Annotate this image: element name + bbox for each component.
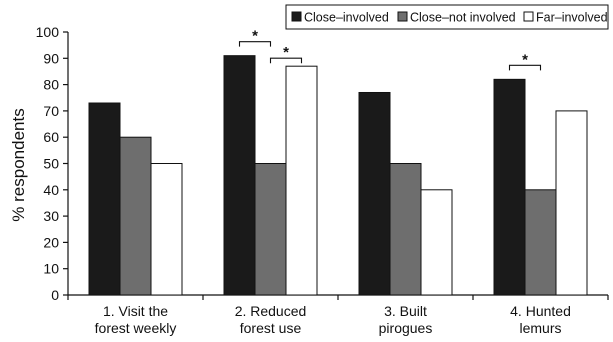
y-tick-label: 90 xyxy=(43,50,59,66)
legend-label: Close–involved xyxy=(304,11,389,25)
significance-star: * xyxy=(252,28,258,45)
significance-star: * xyxy=(522,51,528,68)
legend: Close–involved Close–not involved Far–invo… xyxy=(285,4,609,30)
bar-close-involved-2 xyxy=(223,55,256,296)
legend-entry: Close–not involved xyxy=(397,11,516,25)
bar-close-involved-4 xyxy=(493,78,526,296)
y-axis-label: % respondents xyxy=(9,108,28,221)
category-label: 2. Reduced forest use xyxy=(235,303,307,336)
bar-close-involved-3 xyxy=(358,91,391,296)
bar-close-not-involved-3 xyxy=(389,163,422,296)
bar-far-involved-4 xyxy=(555,110,588,296)
bar-close-not-involved-4 xyxy=(524,189,557,296)
significance-bracket: * xyxy=(269,44,303,64)
bar-far-involved-3 xyxy=(420,189,453,296)
y-tick-label: 20 xyxy=(43,234,59,250)
legend-swatch xyxy=(291,11,302,22)
bar-far-involved-2 xyxy=(285,65,318,296)
significance-star: * xyxy=(283,44,289,61)
bar-close-not-involved-2 xyxy=(254,163,287,296)
significance-bracket: * xyxy=(508,51,542,71)
legend-label: Far–involved xyxy=(536,11,608,25)
y-tick-label: 0 xyxy=(51,287,59,303)
y-tick-label: 50 xyxy=(43,156,59,172)
bar-close-involved-1 xyxy=(88,102,121,296)
bar-far-involved-1 xyxy=(150,163,183,296)
y-tick-label: 70 xyxy=(43,103,59,119)
legend-label: Close–not involved xyxy=(410,11,516,25)
y-tick-label: 30 xyxy=(43,208,59,224)
category-labels: 1. Visit the forest weekly 2. Reduced fores… xyxy=(95,303,571,336)
category-label: 3. Built pirogues xyxy=(379,303,433,336)
legend-entry: Close–involved xyxy=(291,11,389,25)
legend-box xyxy=(285,4,609,30)
category-label: 1. Visit the forest weekly xyxy=(95,303,177,336)
bar-close-not-involved-1 xyxy=(119,136,152,296)
significance-bracket: * xyxy=(238,28,272,47)
y-tick-label: 10 xyxy=(43,261,59,277)
bars xyxy=(88,55,588,296)
axes: 0 10 20 30 40 50 60 70 80 90 100 xyxy=(36,24,609,303)
legend-swatch xyxy=(523,11,534,22)
y-tick-label: 40 xyxy=(43,182,59,198)
y-tick-label: 100 xyxy=(36,24,60,40)
category-label: 4. Hunted lemurs xyxy=(510,303,571,336)
legend-swatch xyxy=(397,11,408,22)
significance-markers: * * * xyxy=(238,28,542,71)
y-tick-label: 80 xyxy=(43,77,59,93)
y-tick-label: 60 xyxy=(43,129,59,145)
legend-entry: Far–involved xyxy=(523,11,608,25)
